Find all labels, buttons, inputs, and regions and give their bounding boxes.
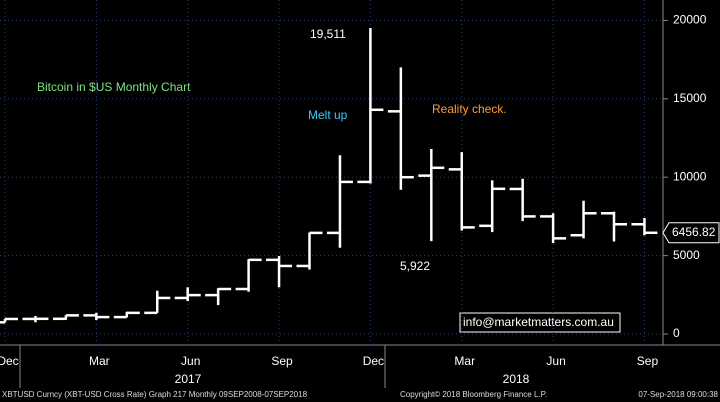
y-tick-label: 5000 <box>673 248 700 262</box>
annotation: info@marketmatters.com.au <box>463 315 614 329</box>
annotation: 5,922 <box>400 259 430 273</box>
footer: XBTUSD Curncy (XBT-USD Cross Rate) Graph… <box>2 390 308 399</box>
year-label: 2017 <box>175 372 202 386</box>
y-tick-label: 15000 <box>673 91 707 105</box>
x-tick-label: Dec <box>363 354 384 368</box>
footer: 07-Sep-2018 09:00:38 <box>638 390 718 399</box>
x-tick-label: Mar <box>454 354 475 368</box>
x-tick-label: Sep <box>271 354 293 368</box>
x-tick-label: Mar <box>89 354 110 368</box>
email-box <box>459 312 621 333</box>
x-tick-label: Jun <box>181 354 200 368</box>
x-tick-label: Dec <box>0 354 19 368</box>
annotation: 19,511 <box>310 27 346 41</box>
year-label: 2018 <box>503 372 530 386</box>
last-price-label: 6456.82 <box>672 225 716 239</box>
last-price-box <box>662 222 720 244</box>
chart-title: Bitcoin in $US Monthly Chart <box>37 80 191 94</box>
y-tick-label: 10000 <box>673 169 707 183</box>
x-tick-label: Jun <box>546 354 565 368</box>
x-tick-label: Sep <box>637 354 659 368</box>
annotation: Reality check. <box>432 102 507 116</box>
y-tick-label: 0 <box>673 326 680 340</box>
footer: Copyright© 2018 Bloomberg Finance L.P. <box>400 390 547 399</box>
annotation: Melt up <box>308 108 348 122</box>
y-tick-label: 20000 <box>673 13 707 27</box>
